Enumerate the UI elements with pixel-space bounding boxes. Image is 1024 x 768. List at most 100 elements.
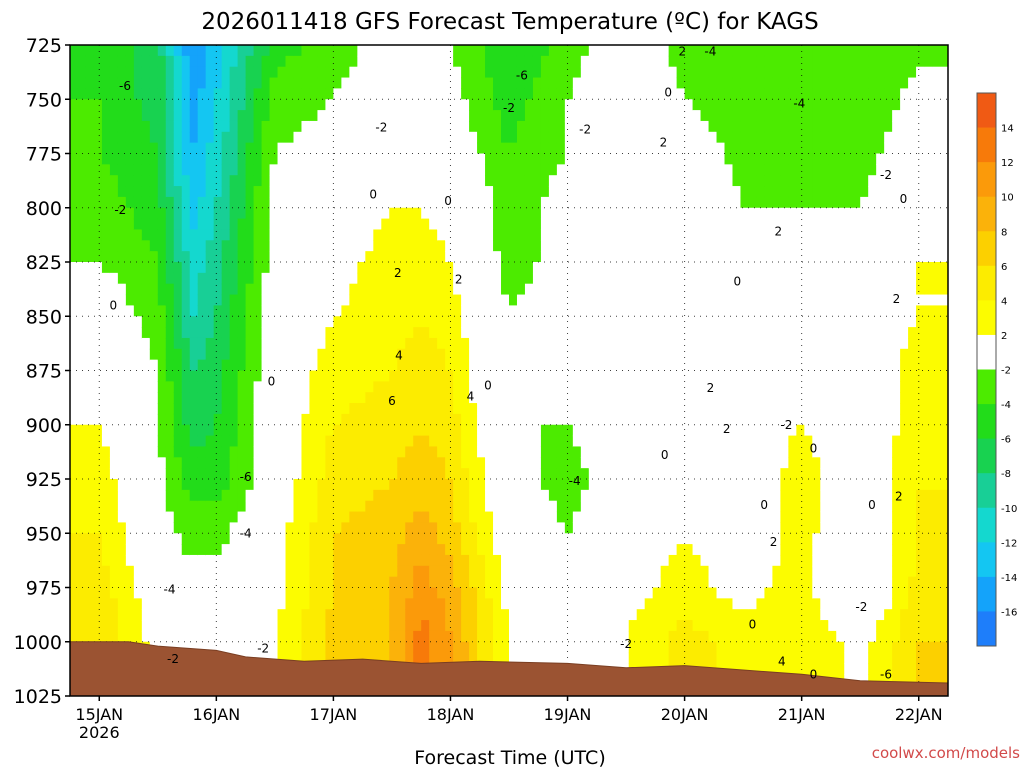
field-cell	[684, 45, 694, 57]
field-cell	[572, 153, 582, 165]
field-cell	[181, 229, 191, 241]
field-cell	[109, 305, 119, 317]
field-cell	[684, 392, 694, 404]
field-cell	[636, 251, 646, 263]
field-cell	[189, 457, 199, 469]
field-cell	[413, 587, 422, 599]
field-cell	[556, 457, 566, 469]
field-cell	[109, 435, 119, 448]
field-cell	[612, 522, 622, 534]
field-cell	[269, 403, 279, 415]
field-cell	[548, 164, 558, 176]
field-cell	[732, 88, 742, 100]
field-cell	[357, 587, 366, 599]
field-cell	[668, 131, 678, 144]
field-cell	[325, 479, 334, 491]
field-cell	[381, 533, 390, 545]
field-cell	[477, 348, 486, 361]
field-cell	[237, 620, 247, 632]
field-cell	[101, 533, 111, 545]
field-cell	[213, 196, 223, 209]
field-cell	[381, 620, 390, 632]
field-cell	[70, 446, 79, 458]
field-cell	[461, 316, 470, 328]
field-cell	[93, 218, 103, 231]
field-cell	[652, 576, 662, 589]
field-cell	[532, 229, 542, 241]
field-cell	[413, 240, 422, 252]
field-cell	[652, 45, 662, 57]
field-cell	[229, 153, 239, 165]
field-cell	[309, 424, 319, 437]
field-cell	[540, 457, 550, 469]
field-cell	[636, 500, 646, 513]
field-cell	[668, 370, 678, 382]
field-cell	[85, 348, 95, 361]
field-cell	[548, 641, 558, 654]
field-cell	[604, 283, 614, 296]
field-cell	[293, 110, 303, 122]
field-cell	[405, 196, 414, 209]
field-cell	[684, 316, 694, 328]
field-cell	[469, 630, 478, 643]
field-cell	[660, 598, 670, 610]
field-cell	[596, 120, 606, 133]
field-cell	[397, 110, 406, 122]
field-cell	[469, 164, 478, 176]
field-cell	[445, 88, 454, 100]
field-cell	[205, 359, 215, 372]
field-cell	[101, 229, 111, 241]
field-cell	[708, 359, 718, 372]
field-cell	[333, 511, 342, 523]
field-cell	[588, 500, 598, 513]
field-cell	[636, 511, 646, 523]
field-cell	[157, 305, 167, 317]
field-cell	[357, 77, 366, 89]
field-cell	[101, 142, 111, 155]
field-cell	[301, 489, 311, 502]
field-cell	[181, 66, 191, 79]
field-cell	[149, 554, 159, 567]
field-cell	[540, 262, 550, 274]
field-cell	[285, 131, 295, 144]
field-cell	[469, 186, 478, 198]
field-cell	[580, 196, 590, 209]
field-cell	[70, 218, 79, 231]
field-cell	[540, 240, 550, 252]
field-cell	[285, 240, 295, 252]
field-cell	[596, 186, 606, 198]
field-cell	[540, 218, 550, 231]
field-cell	[477, 435, 486, 448]
field-cell	[501, 392, 510, 404]
field-cell	[437, 294, 446, 306]
field-cell	[596, 641, 606, 654]
field-cell	[317, 413, 327, 426]
field-cell	[604, 131, 614, 144]
field-cell	[700, 142, 710, 155]
field-cell	[109, 381, 119, 393]
field-cell	[461, 120, 470, 133]
field-cell	[405, 457, 414, 469]
field-cell	[133, 251, 143, 263]
field-cell	[660, 403, 670, 415]
field-cell	[229, 45, 239, 57]
field-cell	[453, 348, 462, 361]
field-cell	[365, 468, 374, 480]
field-cell	[405, 576, 414, 589]
field-cell	[413, 533, 422, 545]
field-cell	[620, 316, 630, 328]
field-cell	[660, 153, 670, 165]
field-cell	[524, 207, 534, 220]
field-cell	[676, 55, 686, 68]
field-cell	[485, 554, 494, 567]
field-cell	[349, 609, 358, 621]
field-cell	[413, 348, 422, 361]
field-cell	[700, 403, 710, 415]
field-cell	[580, 598, 590, 610]
field-cell	[437, 370, 446, 382]
field-cell	[596, 457, 606, 469]
field-cell	[365, 164, 374, 176]
field-cell	[548, 337, 558, 350]
field-cell	[325, 403, 334, 415]
field-cell	[301, 565, 311, 578]
